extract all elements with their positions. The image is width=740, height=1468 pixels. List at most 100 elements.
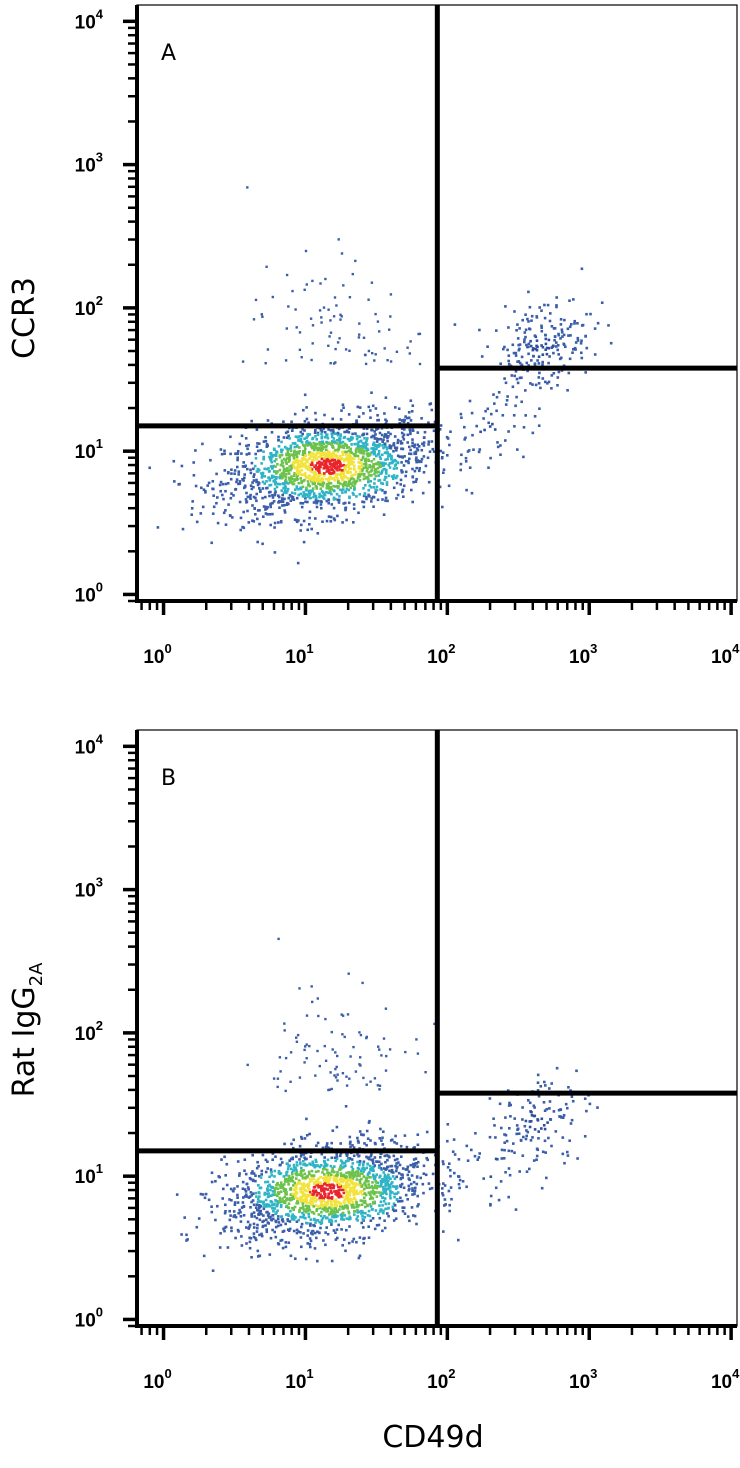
event-dot: [321, 1146, 325, 1150]
event-dot: [336, 433, 340, 437]
event-dot: [384, 496, 388, 500]
event-dot: [297, 1230, 300, 1233]
event-dot: [401, 488, 405, 492]
event-dot: [329, 465, 332, 469]
event-dot: [296, 1200, 299, 1203]
event-dot: [270, 476, 274, 480]
event-dot: [240, 1244, 244, 1247]
event-dot: [290, 1167, 293, 1171]
event-dot: [548, 1100, 552, 1103]
event-dot: [399, 440, 402, 443]
event-dot: [346, 1183, 349, 1186]
event-dot: [292, 1197, 295, 1200]
event-dot: [336, 431, 340, 435]
event-dot: [349, 455, 352, 458]
event-dot: [362, 336, 366, 339]
event-dot: [428, 450, 432, 453]
event-dot: [293, 518, 297, 521]
event-dot: [379, 1156, 382, 1159]
event-dot: [368, 1119, 371, 1123]
event-dot: [251, 481, 254, 484]
event-dot: [237, 482, 240, 486]
event-dot: [201, 1193, 205, 1196]
event-dot: [334, 1212, 337, 1215]
event-dot: [296, 1197, 299, 1200]
event-dot: [337, 1195, 341, 1199]
event-dot: [325, 491, 328, 494]
event-dot: [344, 1249, 347, 1253]
event-dot: [362, 412, 365, 415]
event-dot: [297, 466, 301, 469]
event-dot: [470, 491, 474, 495]
event-dot: [310, 1230, 314, 1233]
event-dot: [369, 1167, 372, 1171]
event-dot: [361, 1167, 364, 1170]
event-dot: [413, 1189, 417, 1192]
event-dot: [532, 1104, 536, 1108]
event-dot: [319, 282, 322, 285]
event-dot: [489, 1194, 493, 1198]
event-dot: [290, 464, 293, 468]
event-dot: [244, 1172, 248, 1176]
event-dot: [243, 1188, 247, 1191]
event-dot: [313, 476, 317, 480]
event-dot: [490, 412, 493, 416]
event-dot: [416, 1204, 419, 1208]
event-dot: [316, 499, 320, 503]
event-dot: [313, 431, 317, 434]
event-dot: [409, 448, 412, 452]
event-dot: [344, 507, 347, 510]
event-dot: [331, 440, 335, 444]
event-dot: [282, 436, 286, 439]
event-dot: [371, 464, 375, 468]
event-dot: [379, 1127, 382, 1131]
event-dot: [377, 1212, 380, 1215]
event-dot: [361, 1164, 365, 1167]
event-dot: [537, 355, 541, 358]
event-dot: [325, 1226, 328, 1229]
event-dot: [317, 1186, 320, 1189]
event-dot: [283, 1179, 287, 1183]
event-dot: [414, 1157, 418, 1160]
event-dot: [477, 450, 481, 454]
event-dot: [375, 440, 379, 443]
event-dot: [331, 1048, 334, 1051]
event-dot: [254, 1191, 258, 1195]
event-dot: [343, 1179, 346, 1182]
event-dot: [380, 433, 384, 437]
event-dot: [270, 1201, 274, 1204]
event-dot: [370, 1190, 373, 1194]
event-dot: [195, 520, 199, 524]
event-dot: [393, 459, 396, 462]
event-dot: [399, 483, 402, 486]
event-dot: [277, 445, 281, 448]
event-dot: [482, 1177, 485, 1180]
event-dot: [356, 1173, 359, 1176]
event-dot: [273, 493, 277, 497]
event-dot: [357, 440, 360, 444]
event-dot: [547, 361, 550, 365]
event-dot: [364, 458, 367, 462]
event-dot: [384, 396, 388, 399]
event-dot: [357, 1167, 361, 1171]
event-dot: [332, 1176, 336, 1180]
event-dot: [274, 477, 278, 481]
event-dot: [304, 462, 307, 465]
event-dot: [320, 479, 323, 483]
event-dot: [347, 480, 351, 484]
x-tick-label: 101: [285, 1366, 313, 1393]
event-dot: [324, 1193, 327, 1196]
event-dot: [410, 1174, 414, 1177]
event-dot: [307, 453, 311, 456]
event-dot: [333, 1170, 336, 1174]
event-dot: [383, 478, 386, 482]
event-dot: [299, 1161, 302, 1164]
event-dot: [339, 463, 342, 467]
y-tick-label: 104: [75, 6, 104, 33]
event-dot: [251, 1170, 254, 1173]
event-dot: [522, 426, 526, 429]
event-dot: [386, 455, 390, 458]
event-dot: [441, 505, 444, 509]
event-dot: [371, 1181, 374, 1184]
event-dot: [418, 362, 422, 366]
